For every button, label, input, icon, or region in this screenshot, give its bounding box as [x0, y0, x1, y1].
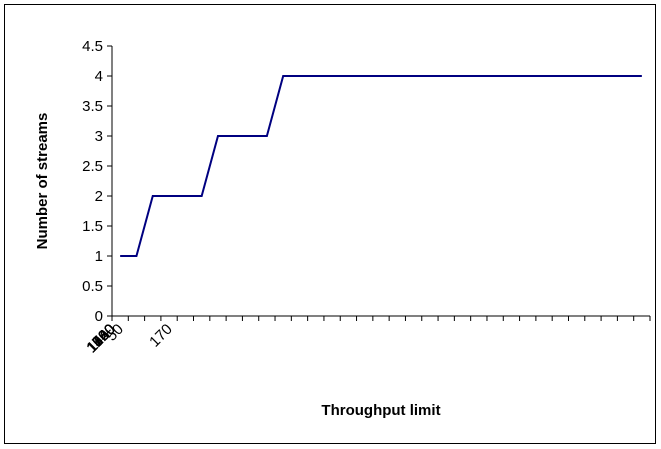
y-tick-label: 1.5	[82, 218, 103, 235]
x-axis-title: Throughput limit	[321, 402, 440, 419]
y-axis-title: Number of streams	[34, 113, 51, 250]
y-tick-label: 3	[95, 128, 103, 145]
y-tick-label: 0.5	[82, 278, 103, 295]
y-axis: 0 0.5 1 1.5 2 2.5 3 3.5 4 4.5	[82, 38, 113, 325]
y-tick-label: 2.5	[82, 158, 103, 175]
series-line	[120, 75, 642, 257]
y-tick-label: 4	[95, 68, 103, 85]
x-tick-label: 170	[146, 321, 176, 351]
y-tick-label: 2	[95, 188, 103, 205]
y-tick-label: 4.5	[82, 38, 103, 55]
series-layer	[120, 75, 642, 257]
y-tick-label: 3.5	[82, 98, 103, 115]
chart-area	[4, 4, 656, 444]
y-tick-label: 0	[95, 308, 103, 325]
y-tick-label: 1	[95, 248, 103, 265]
